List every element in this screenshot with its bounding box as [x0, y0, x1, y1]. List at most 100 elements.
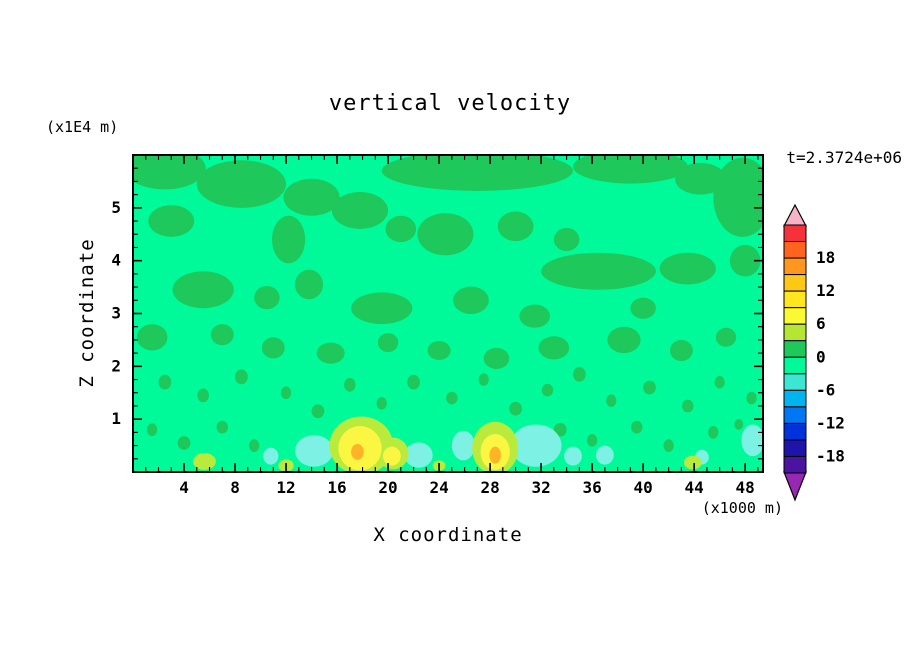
contour-blob — [553, 227, 580, 252]
colorbar-segment — [783, 439, 807, 457]
contour-blob — [382, 446, 401, 466]
contour-blob — [210, 324, 234, 346]
contour-blob — [261, 337, 285, 359]
contour-blob — [311, 404, 325, 419]
axis-ticks — [133, 155, 763, 472]
contour-blob — [381, 155, 573, 191]
colorbar-segment — [783, 257, 807, 276]
colorbar-tick-label: -6 — [816, 380, 835, 399]
contour-blob — [587, 433, 598, 447]
x-tick-label: 20 — [378, 478, 397, 497]
contour-blob — [489, 446, 501, 464]
contour-blob — [172, 271, 234, 309]
colorbar-segment — [783, 241, 807, 259]
colorbar-tick-label: -12 — [816, 413, 845, 432]
contour-blob — [344, 377, 356, 392]
colorbar-segment — [783, 307, 807, 325]
x-axis-label: X coordinate — [373, 524, 522, 546]
x-tick-label: 12 — [276, 478, 295, 497]
colorbar-tick-label: -18 — [816, 446, 845, 465]
contour-blob — [177, 436, 191, 450]
contour-blob — [497, 211, 534, 242]
x-tick-label: 16 — [327, 478, 346, 497]
contour-blob — [595, 445, 614, 465]
contour-blob — [446, 391, 458, 405]
colorbar-segment — [783, 455, 807, 474]
colorbar-segment — [783, 274, 807, 292]
colorbar-tick-label: 12 — [816, 281, 835, 300]
colorbar-segment — [783, 389, 807, 408]
contour-blob — [510, 424, 562, 467]
contour-blob — [351, 443, 364, 460]
x-tick-label: 40 — [633, 478, 652, 497]
contour-blob — [280, 386, 292, 400]
contour-blob — [509, 401, 522, 416]
contour-blob — [376, 396, 387, 410]
x-tick-label: 48 — [736, 478, 755, 497]
colorbar-segment — [783, 290, 807, 309]
colorbar-arrow-bottom — [783, 471, 807, 502]
contour-blob — [235, 369, 248, 385]
y-tick-label: 3 — [111, 304, 121, 323]
contour-blob — [683, 455, 702, 470]
contour-blob — [675, 162, 727, 195]
contour-blob — [294, 435, 334, 467]
x-tick-label: 24 — [429, 478, 448, 497]
contour-blob — [192, 452, 216, 470]
contour-blob — [148, 205, 195, 237]
colorbar-segment — [783, 373, 807, 391]
contour-blob — [331, 191, 389, 229]
contour-blob — [682, 399, 694, 413]
contour-blob — [404, 442, 433, 468]
colorbar-segment — [783, 356, 807, 375]
contour-blob — [572, 366, 586, 382]
y-axis-unit: (x1E4 m) — [46, 118, 118, 136]
contour-blob — [451, 430, 475, 461]
contour-blob — [713, 157, 763, 237]
contour-blob — [669, 339, 693, 362]
contour-blob — [572, 155, 688, 184]
colorbar-segment — [783, 422, 807, 441]
contour-field-base — [133, 155, 763, 472]
field-background — [133, 155, 763, 472]
colorbar-arrow-top — [783, 203, 807, 227]
colorbar-segment — [783, 224, 807, 243]
contour-blob — [263, 447, 279, 465]
y-tick-label: 2 — [111, 356, 121, 375]
contour-blob — [729, 244, 761, 277]
x-tick-label: 8 — [230, 478, 240, 497]
y-tick-label: 4 — [111, 251, 121, 270]
contour-blob — [136, 324, 168, 351]
colorbar-segment — [783, 323, 807, 342]
contour-blob — [453, 286, 489, 315]
contour-blob — [541, 252, 656, 290]
contour-blob — [483, 347, 510, 369]
contour-blob — [519, 304, 551, 328]
x-tick-label: 32 — [531, 478, 550, 497]
contour-blob — [741, 424, 763, 457]
contour-blob — [351, 292, 413, 325]
y-tick-label: 1 — [111, 409, 121, 428]
contour-blob — [385, 215, 417, 243]
colorbar-tick-label: 6 — [816, 314, 826, 333]
y-axis-label: Z coordinate — [76, 238, 98, 387]
x-axis-unit: (x1000 m) — [702, 499, 783, 517]
contour-blob — [158, 374, 172, 390]
contour-blob — [133, 155, 206, 190]
colorbar-tick-label: 18 — [816, 248, 835, 267]
x-tick-label: 4 — [179, 478, 189, 497]
contour-blob — [663, 439, 674, 452]
contour-blob — [564, 446, 582, 466]
contour-blob — [631, 420, 643, 434]
contour-blob — [272, 215, 306, 264]
contour-blob — [294, 269, 324, 300]
contour-blob — [643, 380, 656, 395]
colorbar — [783, 203, 807, 502]
contour-blob — [478, 373, 489, 386]
colorbar-segment — [783, 406, 807, 424]
contour-blob — [714, 375, 725, 389]
x-tick-label: 36 — [582, 478, 601, 497]
colorbar-tick-label: 0 — [816, 347, 826, 366]
